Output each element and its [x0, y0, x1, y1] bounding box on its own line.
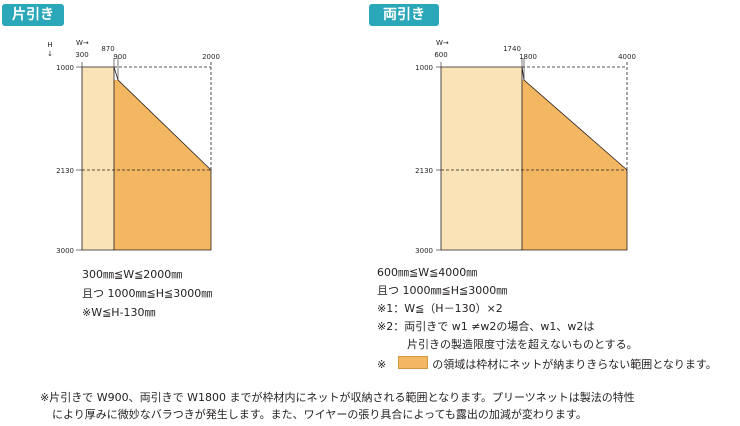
right-condition-note2: ※2：両引きで w1 ≠w2の場合、w1、w2は — [377, 320, 595, 333]
right-condition-height: 且つ 1000㎜≦H≦3000㎜ — [377, 284, 508, 297]
left-conditions: 300㎜≦W≦2000㎜ 且つ 1000㎜≦H≦3000㎜ ※W≦H-130㎜ — [82, 268, 212, 325]
left-y-tick-3000: 3000 — [56, 247, 74, 255]
left-w-arrow: W→ — [76, 39, 89, 47]
legend-row: ※ の領域は枠材にネットが納まりきらない範囲となります。 — [377, 356, 717, 374]
left-h-label: H — [47, 41, 52, 49]
left-x-tick-900: 900 — [113, 53, 126, 61]
right-y-tick-2130: 2130 — [415, 167, 433, 175]
right-x-tick-1740: 1740 — [503, 45, 521, 53]
left-light-region — [82, 67, 114, 250]
left-diagram: W→ H ↓ 300 870 900 2000 1000 2130 3000 — [47, 39, 220, 255]
legend-swatch — [398, 356, 429, 369]
legend-mark: ※ — [377, 358, 387, 371]
footnote-line-1: ※片引きで W900、両引きで W1800 までが枠材内にネットが収納される範囲… — [40, 391, 635, 404]
right-diagram: W→ 600 1740 1800 4000 1000 2130 3000 — [415, 39, 636, 255]
left-x-tick-2000: 2000 — [202, 53, 220, 61]
left-h-arrow: ↓ — [47, 50, 53, 58]
left-condition-note: ※W≦H-130㎜ — [82, 306, 156, 319]
right-conditions: 600㎜≦W≦4000㎜ 且つ 1000㎜≦H≦3000㎜ ※1：W≦（H－13… — [377, 266, 717, 374]
badge-single-sliding: 片引き — [2, 4, 64, 26]
left-x-tick-300: 300 — [75, 51, 88, 59]
right-y-tick-3000: 3000 — [415, 247, 433, 255]
left-condition-width: 300㎜≦W≦2000㎜ — [82, 268, 183, 281]
badge-double-sliding: 両引き — [369, 4, 439, 26]
right-x-tick-600: 600 — [434, 51, 447, 59]
right-x-tick-1800: 1800 — [519, 53, 537, 61]
right-y-tick-1000: 1000 — [415, 64, 433, 72]
left-dark-region — [114, 67, 211, 250]
left-y-tick-2130: 2130 — [56, 167, 74, 175]
right-light-region — [441, 67, 522, 250]
legend-text: の領域は枠材にネットが納まりきらない範囲となります。 — [432, 358, 717, 371]
right-w-arrow: W→ — [436, 39, 449, 47]
left-y-tick-1000: 1000 — [56, 64, 74, 72]
right-condition-note1: ※1：W≦（H－130）×2 — [377, 302, 503, 315]
footnote-line-2: により厚みに微妙なバラつきが発生します。また、ワイヤーの張り具合によっても露出の… — [52, 408, 587, 421]
right-condition-width: 600㎜≦W≦4000㎜ — [377, 266, 478, 279]
right-dark-region — [522, 67, 627, 250]
left-condition-height: 且つ 1000㎜≦H≦3000㎜ — [82, 287, 213, 300]
footnote: ※片引きで W900、両引きで W1800 までが枠材内にネットが収納される範囲… — [40, 389, 635, 423]
right-condition-note2-cont: 片引きの製造限度寸法を超えないものとする。 — [407, 338, 638, 351]
left-x-tick-870: 870 — [101, 45, 114, 53]
right-x-tick-4000: 4000 — [618, 53, 636, 61]
